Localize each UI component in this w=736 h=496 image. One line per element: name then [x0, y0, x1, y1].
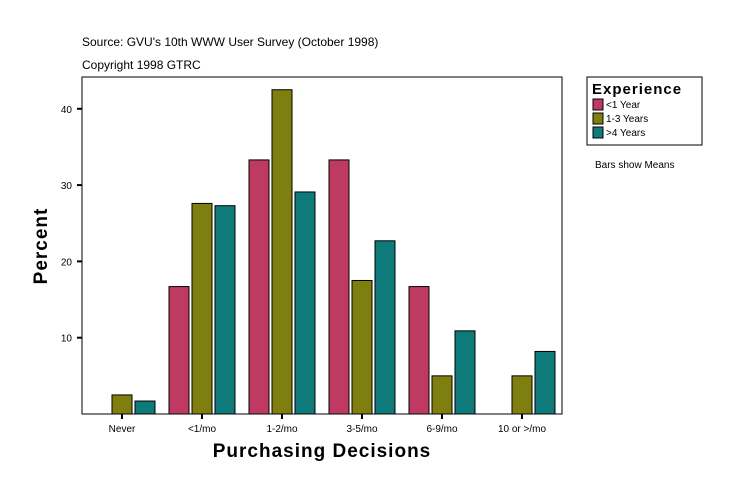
bars-note: Bars show Means: [595, 160, 674, 171]
legend-title: Experience: [592, 81, 682, 98]
bar-10 or >/mo->4 Years: [534, 350, 556, 415]
bar-6-9/mo-1-3 Years: [431, 375, 453, 415]
bar-<1/mo-<1 Year: [168, 286, 190, 415]
legend-swatch: [592, 126, 604, 139]
y-tick-label: 20: [61, 257, 73, 268]
bar-10 or >/mo-1-3 Years: [511, 375, 533, 415]
legend-label: <1 Year: [606, 100, 641, 111]
x-tick-label: 6-9/mo: [426, 424, 458, 435]
legend-box: [586, 76, 703, 146]
legend-label: 1-3 Years: [606, 114, 648, 125]
x-tick-label: 3-5/mo: [346, 424, 378, 435]
bar-<1/mo->4 Years: [214, 205, 236, 415]
bar-Never->4 Years: [134, 400, 156, 415]
y-tick-label: 40: [61, 105, 73, 116]
plot-area: [81, 76, 563, 415]
source-text: Source: GVU's 10th WWW User Survey (Octo…: [82, 35, 378, 49]
bar-3-5/mo-1-3 Years: [351, 279, 373, 415]
legend-swatch: [592, 112, 604, 125]
x-tick-label: 1-2/mo: [266, 424, 298, 435]
legend: Experience <1 Year 1-3 Years >4 Years: [586, 76, 703, 146]
bar-<1/mo-1-3 Years: [191, 202, 213, 415]
x-axis-label: Purchasing Decisions: [213, 441, 432, 462]
bar-3-5/mo-<1 Year: [328, 159, 350, 415]
y-axis-label: Percent: [31, 208, 52, 285]
bar-1-2/mo-1-3 Years: [271, 89, 293, 415]
y-tick-label: 30: [61, 181, 73, 192]
y-tick-label: 10: [61, 334, 73, 345]
bar-6-9/mo-<1 Year: [408, 286, 430, 415]
legend-label: >4 Years: [606, 128, 645, 139]
x-tick-label: <1/mo: [188, 424, 217, 435]
bar-Never-1-3 Years: [111, 394, 133, 415]
legend-swatch: [592, 98, 604, 111]
bar-1-2/mo->4 Years: [294, 191, 316, 415]
bar-3-5/mo->4 Years: [374, 240, 396, 415]
x-tick-label: 10 or >/mo: [498, 424, 547, 435]
x-tick-label: Never: [109, 424, 136, 435]
copyright-text: Copyright 1998 GTRC: [82, 58, 201, 72]
bar-1-2/mo-<1 Year: [248, 159, 270, 415]
bar-6-9/mo->4 Years: [454, 330, 476, 415]
